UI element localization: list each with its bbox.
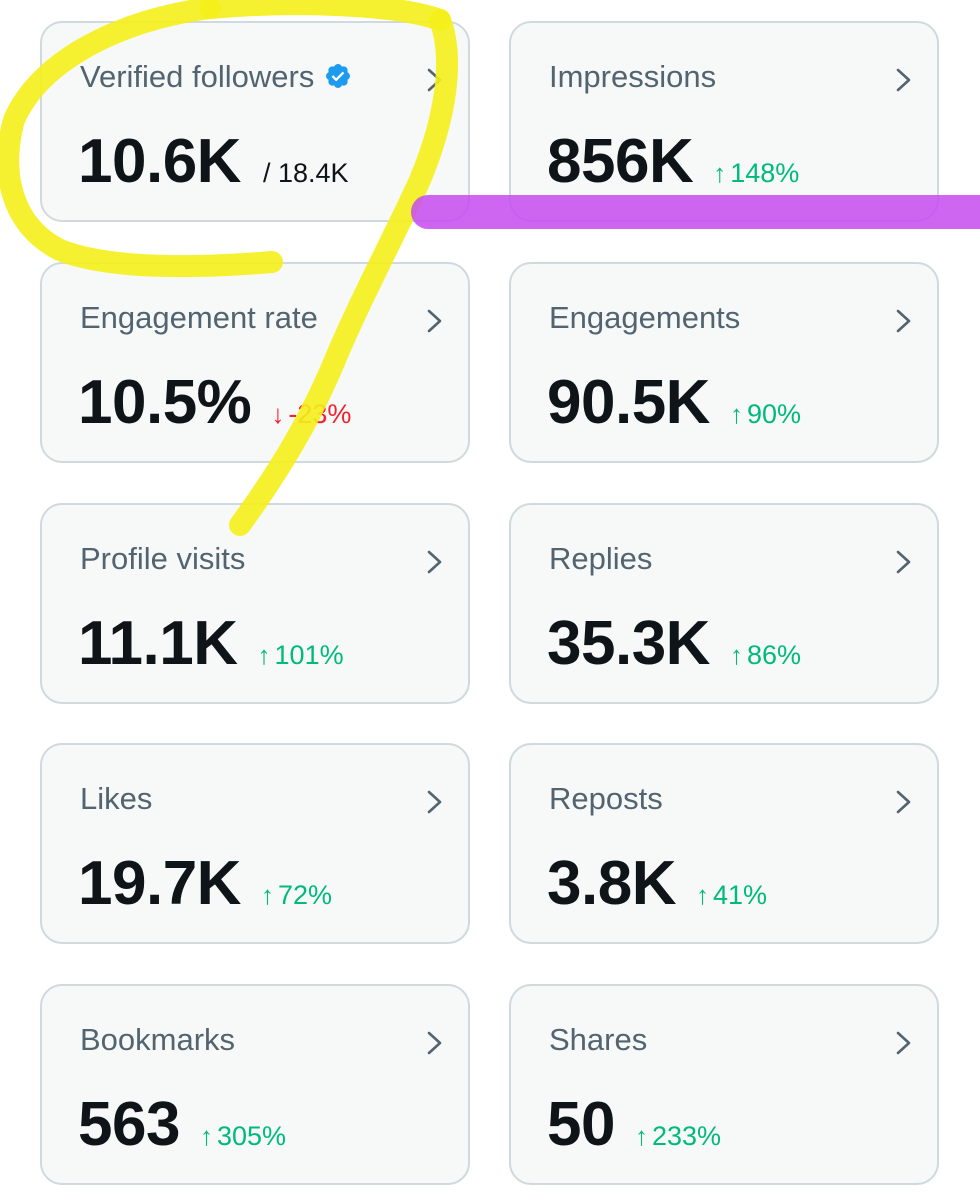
card-change: ↑ 233% — [634, 1121, 722, 1151]
arrow-up-icon: ↑ — [634, 1121, 648, 1151]
card-value: 35.3K — [547, 609, 710, 678]
chevron-right-icon — [896, 68, 911, 92]
chevron-right-icon — [896, 1031, 911, 1055]
card-likes[interactable]: Likes 19.7K ↑ 72% — [40, 743, 470, 944]
card-value-row: 856K ↑ 148% — [547, 131, 799, 193]
chevron-right-icon — [427, 550, 442, 574]
chevron-right-icon — [896, 309, 911, 333]
chevron-right-icon — [427, 790, 442, 814]
card-value: 563 — [78, 1090, 180, 1159]
card-replies[interactable]: Replies 35.3K ↑ 86% — [509, 503, 939, 704]
arrow-up-icon: ↑ — [695, 880, 709, 910]
card-label: Shares — [549, 1022, 648, 1057]
card-label: Reposts — [549, 781, 663, 816]
card-engagements[interactable]: Engagements 90.5K ↑ 90% — [509, 262, 939, 463]
card-label: Bookmarks — [80, 1022, 236, 1057]
card-change: ↑ 72% — [260, 880, 332, 910]
card-value-row: 563 ↑ 305% — [78, 1094, 286, 1156]
card-value: 90.5K — [547, 368, 710, 437]
chevron-right-icon — [427, 309, 442, 333]
card-value-row: 90.5K ↑ 90% — [547, 372, 801, 434]
card-value-row: 3.8K ↑ 41% — [547, 853, 767, 915]
card-total: / 18.4K — [262, 158, 349, 188]
card-value: 19.7K — [78, 849, 241, 918]
card-value-row: 50 ↑ 233% — [547, 1094, 721, 1156]
card-label: Verified followers — [80, 61, 352, 92]
card-change: ↑ 101% — [257, 640, 344, 670]
card-value: 10.5% — [78, 368, 252, 437]
card-label: Impressions — [549, 59, 717, 94]
card-label: Profile visits — [80, 541, 246, 576]
card-value-row: 35.3K ↑ 86% — [547, 613, 801, 675]
card-label: Replies — [549, 541, 653, 576]
card-change: ↑ 305% — [199, 1121, 287, 1151]
card-value: 50 — [547, 1090, 615, 1159]
card-engagement-rate[interactable]: Engagement rate 10.5% ↓ -23% — [40, 262, 470, 463]
card-impressions[interactable]: Impressions 856K ↑ 148% — [509, 21, 939, 222]
arrow-up-icon: ↑ — [199, 1121, 213, 1151]
card-change: ↑ 41% — [695, 880, 768, 910]
card-change: ↑ 90% — [729, 399, 801, 429]
card-change: ↑ 148% — [713, 158, 800, 188]
verified-badge-icon — [326, 64, 351, 88]
card-value: 10.6K — [78, 127, 241, 196]
chevron-right-icon — [896, 550, 911, 574]
card-label: Engagement rate — [80, 300, 318, 335]
card-label: Likes — [80, 781, 153, 816]
card-change: ↓ -23% — [271, 399, 352, 429]
card-value-row: 10.6K / 18.4K — [78, 131, 349, 193]
card-value: 856K — [547, 127, 694, 196]
arrow-up-icon: ↑ — [257, 640, 271, 670]
card-value-row: 11.1K ↑ 101% — [78, 613, 344, 675]
card-label: Engagements — [549, 300, 741, 335]
card-change: ↑ 86% — [729, 640, 801, 670]
chevron-right-icon — [427, 1031, 442, 1055]
card-value: 3.8K — [547, 849, 676, 918]
arrow-up-icon: ↑ — [729, 399, 743, 429]
arrow-up-icon: ↑ — [729, 640, 743, 670]
card-bookmarks[interactable]: Bookmarks 563 ↑ 305% — [40, 984, 470, 1185]
arrow-up-icon: ↑ — [713, 158, 727, 188]
arrow-up-icon: ↑ — [260, 880, 274, 910]
card-value-row: 19.7K ↑ 72% — [78, 853, 332, 915]
card-reposts[interactable]: Reposts 3.8K ↑ 41% — [509, 743, 939, 944]
card-verified-followers[interactable]: Verified followers 10.6K / 18.4K — [40, 21, 470, 222]
chevron-right-icon — [427, 68, 442, 92]
card-value: 11.1K — [78, 609, 238, 678]
card-shares[interactable]: Shares 50 ↑ 233% — [509, 984, 939, 1185]
arrow-down-icon: ↓ — [271, 399, 285, 429]
card-profile-visits[interactable]: Profile visits 11.1K ↑ 101% — [40, 503, 470, 704]
card-value-row: 10.5% ↓ -23% — [78, 372, 351, 434]
chevron-right-icon — [896, 790, 911, 814]
